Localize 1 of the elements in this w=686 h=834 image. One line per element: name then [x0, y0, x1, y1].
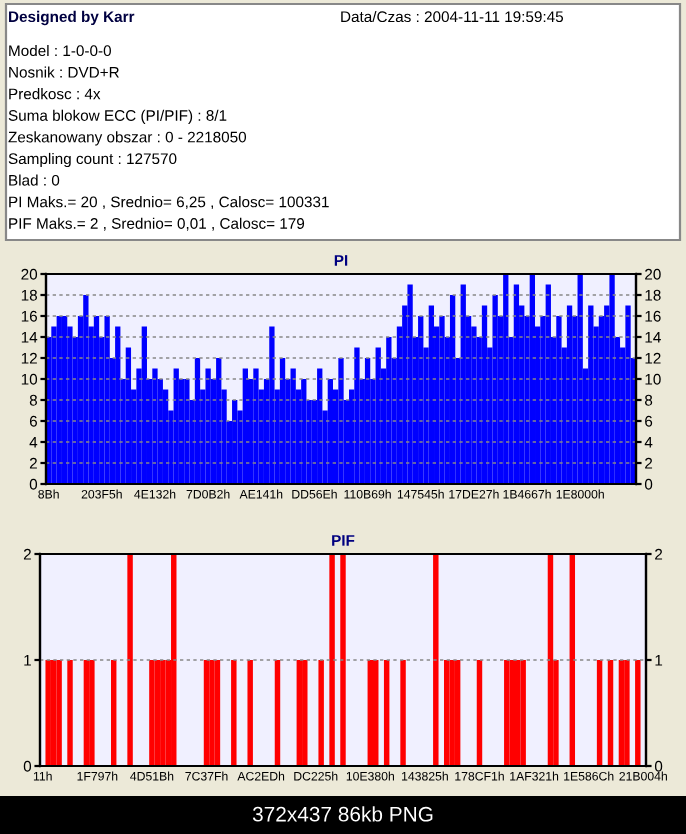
text: 372x437 86kb PNG [252, 806, 433, 822]
